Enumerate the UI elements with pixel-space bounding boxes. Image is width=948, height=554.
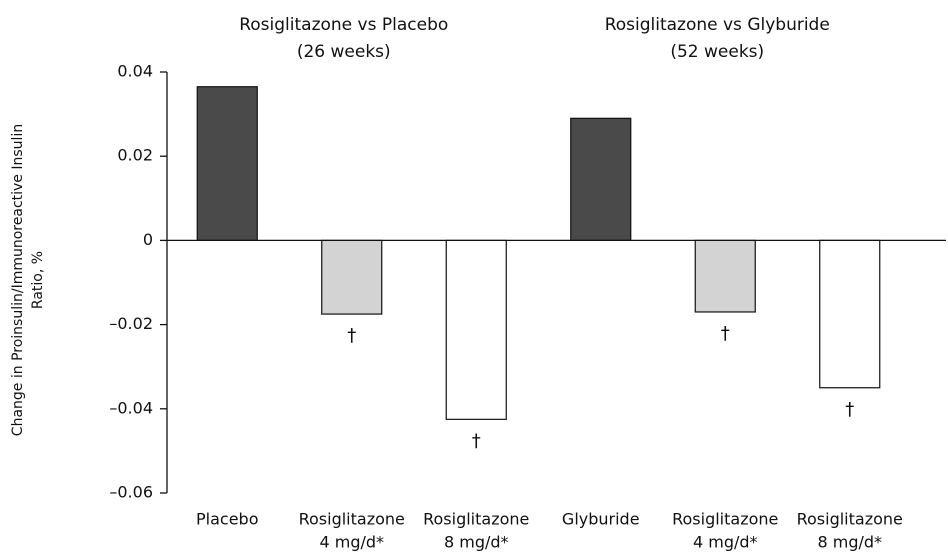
- group-title: (52 weeks): [670, 42, 764, 62]
- x-tick-label: 4 mg/d*: [693, 533, 758, 552]
- x-tick-label: Placebo: [196, 510, 258, 529]
- bar: [694, 239, 756, 313]
- y-tick-label: 0: [143, 230, 153, 249]
- y-axis-label-line: Change in Proinsulin/Immunoreactive Insu…: [10, 124, 26, 436]
- group-title: Rosiglitazone vs Glyburide: [605, 15, 830, 35]
- y-tick-label: –0.02: [109, 314, 153, 333]
- y-tick-label: 0.02: [117, 146, 153, 165]
- bar: [819, 239, 881, 389]
- x-tick-label: Rosiglitazone: [423, 510, 529, 529]
- y-tick-label: –0.06: [109, 483, 153, 502]
- bar: [196, 86, 258, 241]
- x-tick-label: 8 mg/d*: [444, 533, 509, 552]
- x-tick-label: 8 mg/d*: [817, 533, 882, 552]
- group-title: (26 weeks): [297, 42, 391, 62]
- annotation: †: [721, 323, 730, 344]
- y-axis-label-line: Ratio, %: [30, 251, 46, 309]
- x-tick-label: Rosiglitazone: [797, 510, 903, 529]
- annotation: †: [845, 399, 854, 420]
- x-tick-label: Rosiglitazone: [299, 510, 405, 529]
- y-axis-label: Change in Proinsulin/Immunoreactive Insu…: [10, 124, 46, 436]
- bar: [445, 239, 507, 420]
- bar: [570, 117, 632, 241]
- y-tick-label: –0.04: [109, 398, 153, 417]
- x-tick-label: 4 mg/d*: [319, 533, 384, 552]
- annotation: †: [347, 325, 356, 346]
- group-title: Rosiglitazone vs Placebo: [239, 15, 448, 35]
- x-tick-label: Glyburide: [562, 510, 640, 529]
- annotation: †: [472, 430, 481, 451]
- y-tick-label: 0.04: [117, 62, 153, 81]
- x-tick-label: Rosiglitazone: [672, 510, 778, 529]
- bar: [321, 239, 383, 315]
